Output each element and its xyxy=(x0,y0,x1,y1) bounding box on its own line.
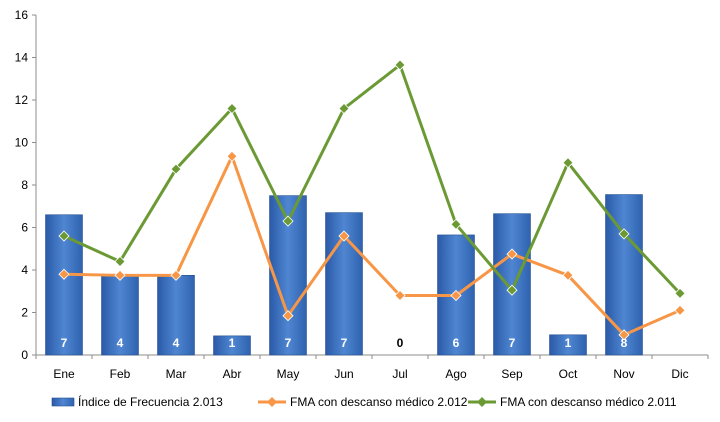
y-tick-label: 4 xyxy=(21,263,28,277)
legend-label: FMA con descanso médico 2.012 xyxy=(290,395,468,409)
line-point xyxy=(226,102,238,115)
legend-label: FMA con descanso médico 2.011 xyxy=(500,395,677,409)
bar xyxy=(101,275,139,356)
line-point xyxy=(282,310,294,322)
line-point xyxy=(114,269,126,281)
bar-data-label: 7 xyxy=(61,336,68,350)
line-series xyxy=(58,59,686,341)
y-tick-label: 10 xyxy=(15,136,29,150)
x-tick-label: Ene xyxy=(53,367,75,381)
y-tick-label: 2 xyxy=(21,306,28,320)
bar-data-label: 8 xyxy=(621,336,628,350)
x-tick-label: Sep xyxy=(501,367,523,381)
line-point xyxy=(506,248,518,260)
line-point xyxy=(282,215,294,227)
line-point xyxy=(170,163,182,175)
x-tick-label: Dic xyxy=(671,367,688,381)
line-point xyxy=(450,289,462,302)
series-line xyxy=(63,63,682,295)
y-tick-label: 12 xyxy=(15,93,29,107)
legend-label: Índice de Frecuencia 2.013 xyxy=(78,394,223,409)
line-point xyxy=(562,269,574,281)
y-tick-label: 0 xyxy=(21,348,28,362)
x-tick-label: Oct xyxy=(559,367,578,381)
line-point xyxy=(394,289,406,302)
bar xyxy=(213,335,251,356)
line-point xyxy=(618,329,630,341)
y-tick-label: 16 xyxy=(15,8,29,22)
line-point xyxy=(674,287,686,299)
line-point xyxy=(58,268,70,280)
bar xyxy=(493,213,531,356)
bar-data-label: 4 xyxy=(173,336,180,350)
x-tick-label: Ago xyxy=(445,367,467,381)
line-point xyxy=(450,218,462,230)
legend-swatch xyxy=(51,397,75,407)
bar-data-label: 6 xyxy=(453,336,460,350)
y-tick-label: 8 xyxy=(21,178,28,192)
line-point xyxy=(114,255,126,268)
bar xyxy=(157,275,195,356)
bar xyxy=(549,334,587,356)
x-tick-label: Nov xyxy=(613,367,634,381)
series-line xyxy=(63,154,681,337)
line-point xyxy=(674,304,686,316)
bar-data-label: 1 xyxy=(229,336,236,350)
x-tick-label: Feb xyxy=(110,367,131,381)
line-point xyxy=(58,230,70,242)
bar-data-label: 7 xyxy=(285,336,292,350)
y-tick-label: 14 xyxy=(15,51,29,65)
line-point xyxy=(562,157,574,169)
line-point xyxy=(226,150,238,162)
bar-data-label: 7 xyxy=(341,336,348,350)
bar-data-label: 0 xyxy=(397,336,404,350)
bar-data-label: 4 xyxy=(117,336,124,350)
x-tick-label: Mar xyxy=(166,367,187,381)
line-point xyxy=(618,228,630,240)
legend-marker xyxy=(477,397,487,407)
legend-marker xyxy=(267,397,277,407)
x-tick-label: Jul xyxy=(392,367,407,381)
line-point xyxy=(338,102,350,115)
line-point xyxy=(506,284,518,296)
line-point xyxy=(394,59,406,71)
line-point xyxy=(170,269,182,281)
x-tick-label: Jun xyxy=(334,367,353,381)
y-tick-label: 6 xyxy=(21,221,28,235)
x-tick-label: May xyxy=(277,367,300,381)
line-point xyxy=(338,230,350,242)
bar-data-label: 1 xyxy=(565,336,572,350)
legend: Índice de Frecuencia 2.013 FMA con descan… xyxy=(51,394,677,409)
bar-data-label: 7 xyxy=(509,336,516,350)
x-tick-label: Abr xyxy=(223,367,242,381)
